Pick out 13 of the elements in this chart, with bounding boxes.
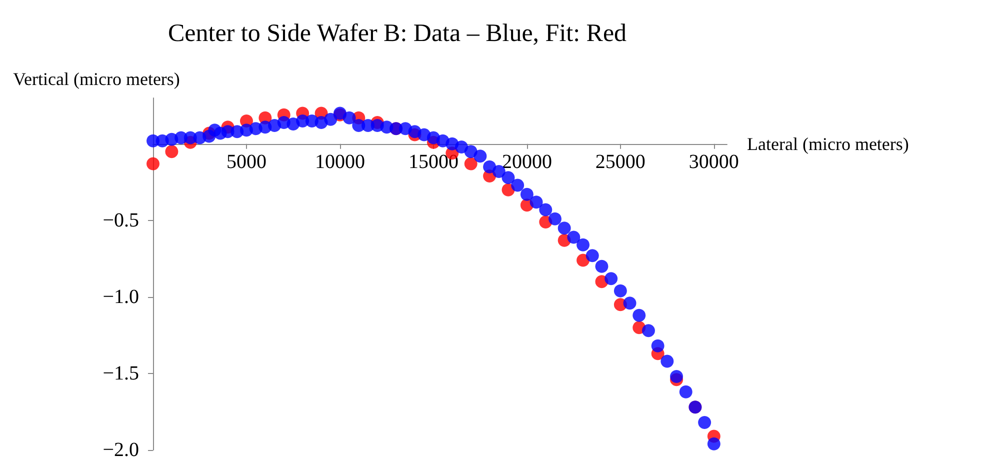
x-tick-label: 15000 — [408, 150, 458, 173]
y-tick-label: −1.0 — [102, 286, 139, 308]
x-tick-label: 30000 — [688, 150, 739, 173]
x-tick-label: 5000 — [226, 150, 266, 173]
x-tick-label: 20000 — [502, 150, 552, 173]
x-axis-title: Lateral (micro meters) — [747, 134, 909, 154]
x-tick-label: 10000 — [314, 150, 365, 173]
x-tick-label: 25000 — [595, 150, 646, 173]
y-axis-title: Vertical (micro meters) — [13, 69, 180, 89]
y-tick-label: −2.0 — [102, 439, 139, 461]
y-tick-label: −0.5 — [102, 209, 139, 232]
chart-title: Center to Side Wafer B: Data – Blue, Fit: Red — [168, 20, 628, 47]
y-tick-label: −1.5 — [102, 362, 139, 384]
